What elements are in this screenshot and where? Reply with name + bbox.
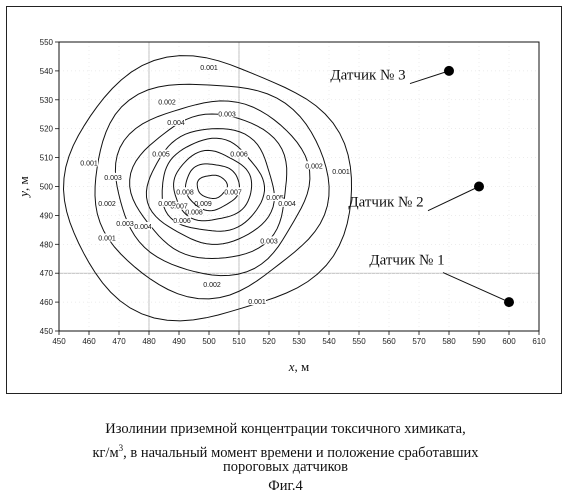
x-tick-label-540: 540 — [322, 337, 336, 346]
contour-label-0.007-1: 0.007 — [224, 189, 242, 196]
y-tick-label-550: 550 — [40, 38, 54, 47]
x-tick-label-470: 470 — [112, 337, 126, 346]
contour-label-0.006-0: 0.006 — [173, 218, 191, 225]
contour-line-0.009 — [197, 175, 227, 198]
x-axis-title: x, м — [288, 359, 310, 374]
contour-label-0.002-3: 0.002 — [305, 163, 323, 170]
contour-label-0.005-0: 0.005 — [152, 152, 170, 159]
sensor-marker-1 — [504, 297, 514, 307]
x-tick-label-520: 520 — [262, 337, 276, 346]
contour-label-0.005-1: 0.005 — [158, 201, 176, 208]
x-tick-label-600: 600 — [502, 337, 516, 346]
x-tick-label-450: 450 — [52, 337, 66, 346]
x-tick-label-570: 570 — [412, 337, 426, 346]
x-tick-label-610: 610 — [532, 337, 546, 346]
contour-label-0.009-0: 0.009 — [194, 201, 212, 208]
contour-label-0.001-4: 0.001 — [332, 169, 350, 176]
x-tick-label-550: 550 — [352, 337, 366, 346]
contour-label-0.002-2: 0.002 — [203, 282, 221, 289]
x-tick-label-560: 560 — [382, 337, 396, 346]
x-tick-label-490: 490 — [172, 337, 186, 346]
sensor-label-1: Датчик № 1 — [369, 253, 444, 269]
y-tick-label-500: 500 — [40, 183, 54, 192]
figure-label: Фиг.4 — [0, 478, 571, 495]
contour-chart: 450 460 470 480 490 500 510 520 530 540 550 560 570 5… — [7, 7, 563, 395]
contour-label-0.003-0: 0.003 — [104, 175, 122, 182]
sensor-label-3: Датчик № 3 — [330, 68, 405, 84]
x-tick-label-510: 510 — [232, 337, 246, 346]
contour-label-0.001-2: 0.001 — [98, 236, 116, 243]
contour-label-0.004-0: 0.004 — [167, 120, 185, 127]
caption-line-3: пороговых датчиков — [0, 458, 571, 477]
chart-figure: 450 460 470 480 490 500 510 520 530 540 550 560 570 5… — [6, 6, 562, 394]
contour-label-0.001-1: 0.001 — [80, 160, 98, 167]
contour-label-0.003-1: 0.003 — [218, 111, 236, 118]
contour-label-0.002-0: 0.002 — [158, 100, 176, 107]
sensor-marker-2 — [474, 182, 484, 192]
sensor-leader-1 — [443, 273, 509, 303]
sensor-leader-2 — [428, 187, 479, 211]
x-tick-label-590: 590 — [472, 337, 486, 346]
y-tick-label-460: 460 — [40, 298, 54, 307]
x-tick-label-580: 580 — [442, 337, 456, 346]
sensor-label-2: Датчик № 2 — [348, 195, 423, 211]
y-tick-label-490: 490 — [40, 211, 54, 220]
contour-line-0.003 — [115, 101, 310, 276]
y-tick-label-450: 450 — [40, 327, 54, 336]
contour-label-0.001-0: 0.001 — [200, 65, 218, 72]
y-tick-label-520: 520 — [40, 125, 54, 134]
y-tick-label-470: 470 — [40, 269, 54, 278]
caption-line-1: Изолинии приземной концентрации токсично… — [0, 420, 571, 439]
x-tick-label-500: 500 — [202, 337, 216, 346]
sensor-marker-3 — [444, 66, 454, 76]
y-tick-label-540: 540 — [40, 67, 54, 76]
x-tick-label-530: 530 — [292, 337, 306, 346]
x-tick-label-480: 480 — [142, 337, 156, 346]
contour-label-0.004-1: 0.004 — [134, 224, 152, 231]
y-tick-label-530: 530 — [40, 96, 54, 105]
contour-label-0.004-2: 0.004 — [278, 201, 296, 208]
contour-label-0.002-1: 0.002 — [98, 201, 116, 208]
contour-label-0.001-3: 0.001 — [248, 299, 266, 306]
contour-line-0.002 — [95, 84, 329, 299]
contour-label-0.008-0: 0.008 — [176, 189, 194, 196]
contour-label-0.003-2: 0.003 — [116, 221, 134, 228]
y-tick-label-480: 480 — [40, 240, 54, 249]
sensor-leader-3 — [410, 71, 449, 84]
contour-label-0.006-1: 0.006 — [230, 152, 248, 159]
x-tick-label-460: 460 — [82, 337, 96, 346]
y-tick-label-510: 510 — [40, 154, 54, 163]
contour-label-0.003-3: 0.003 — [260, 238, 278, 245]
y-axis-title: y, м — [16, 176, 31, 199]
